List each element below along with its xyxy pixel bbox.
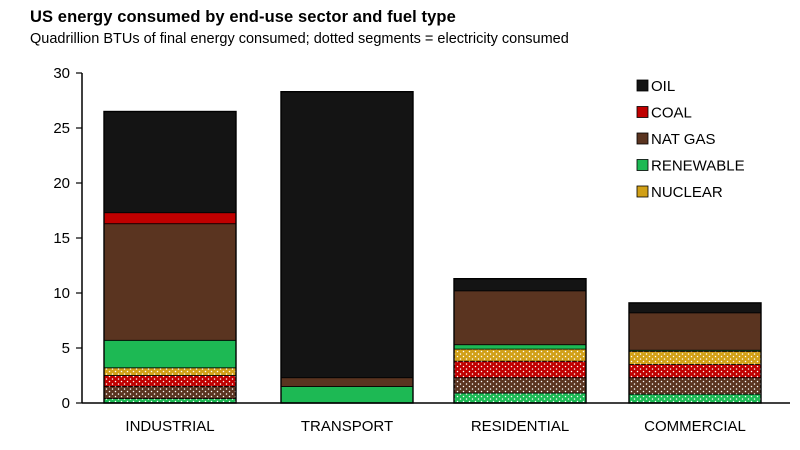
bar-segment-transport-renewable-direct <box>280 386 414 404</box>
legend: OIL COAL NAT GAS RENEWABLE NUCLEAR <box>636 78 745 201</box>
bar-segment-transport-nat-gas-direct <box>280 377 414 387</box>
bar-segment-industrial-renewable-direct <box>103 339 237 369</box>
legend-label-renewable: RENEWABLE <box>651 158 745 175</box>
dot-overlay-residential-nuclear <box>454 349 586 362</box>
x-tick-label: TRANSPORT <box>301 418 393 435</box>
dot-overlay-commercial-nuclear <box>629 351 761 365</box>
legend-swatch-nat-gas <box>636 132 649 145</box>
dot-overlay-commercial-nat-gas <box>629 377 761 395</box>
x-tick-label: RESIDENTIAL <box>471 418 569 435</box>
bar-segment-industrial-oil-direct <box>103 111 237 214</box>
dot-overlay-residential-coal <box>454 361 586 378</box>
legend-swatch-nuclear <box>636 185 649 198</box>
legend-label-nat-gas: NAT GAS <box>651 131 715 148</box>
y-tick-label: 5 <box>62 340 70 357</box>
bars-layer <box>103 90 762 404</box>
bar-segment-industrial-nat-gas-direct <box>103 223 237 341</box>
bar-segment-commercial-oil-direct <box>628 302 762 314</box>
dot-overlay-commercial-coal <box>629 364 761 378</box>
legend-swatch-coal <box>636 106 649 118</box>
dot-overlay-residential-renewable <box>454 393 586 403</box>
dot-overlay-industrial-nuclear <box>104 367 236 376</box>
y-tick-label: 10 <box>53 285 70 302</box>
y-tick-label: 0 <box>62 395 70 412</box>
dot-overlay-industrial-nat-gas <box>104 386 236 399</box>
bar-segment-residential-renewable-direct <box>453 344 587 350</box>
bar-segment-residential-nat-gas-direct <box>453 290 587 346</box>
x-tick-label: INDUSTRIAL <box>125 418 214 435</box>
bar-segment-transport-oil-direct <box>280 91 414 379</box>
chart-subtitle: Quadrillion BTUs of final energy consume… <box>30 31 569 47</box>
dot-overlay-industrial-renewable <box>104 398 236 403</box>
dot-overlay-industrial-coal <box>104 375 236 387</box>
chart-title: US energy consumed by end-use sector and… <box>30 8 456 26</box>
dot-overlay-commercial-renewable <box>629 394 761 403</box>
y-tick-label: 20 <box>53 175 70 192</box>
legend-label-oil: OIL <box>651 78 675 95</box>
y-tick-label: 15 <box>53 230 70 247</box>
bar-segment-residential-oil-direct <box>453 278 587 292</box>
legend-swatch-oil <box>636 79 649 92</box>
y-tick-label: 25 <box>53 120 70 137</box>
x-tick-label: COMMERCIAL <box>644 418 746 435</box>
legend-label-coal: COAL <box>651 105 692 122</box>
legend-swatch-renewable <box>636 159 649 171</box>
bar-segment-industrial-coal-direct <box>103 212 237 225</box>
axes-layer: INDUSTRIAL TRANSPORT RESIDENTIAL COMMERCIAL… <box>53 65 790 435</box>
legend-label-nuclear: NUCLEAR <box>651 184 723 201</box>
y-tick-label: 30 <box>53 65 70 82</box>
bar-segment-commercial-nat-gas-direct <box>628 312 762 351</box>
dot-overlay-residential-nat-gas <box>454 377 586 394</box>
